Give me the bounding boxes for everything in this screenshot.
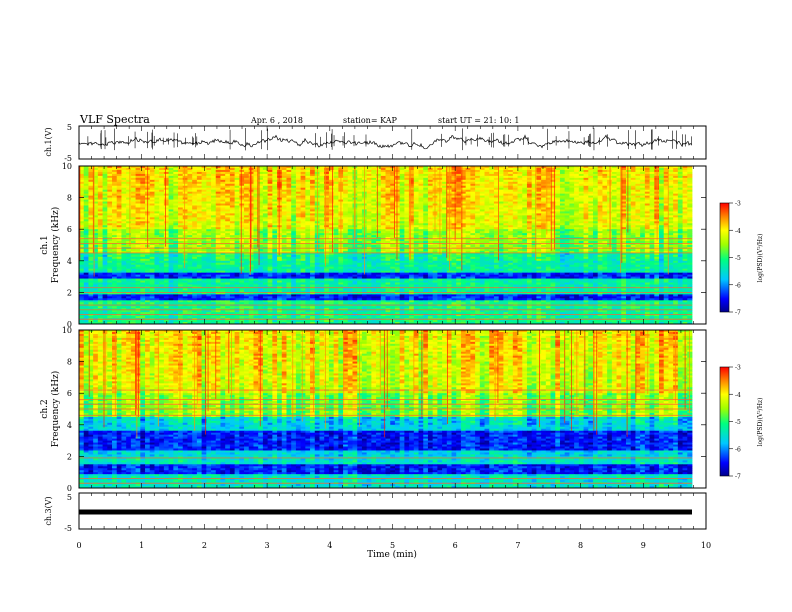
ch1-waveform-line <box>79 135 692 149</box>
start-time-label: start UT = 21: 10: 1 <box>438 116 519 125</box>
station-label: station= KAP <box>343 116 398 125</box>
ch1-waveform-panel: 5 -5 ch.1(V) <box>44 123 706 163</box>
figure-title: VLF Spectra <box>79 113 150 126</box>
ch1-spectrogram-cells <box>79 166 692 324</box>
ch1-waveform-ylabel: ch.1(V) <box>44 127 53 156</box>
date-label: Apr. 6 , 2018 <box>250 116 303 125</box>
ch1-ytick-top: 5 <box>67 123 72 132</box>
